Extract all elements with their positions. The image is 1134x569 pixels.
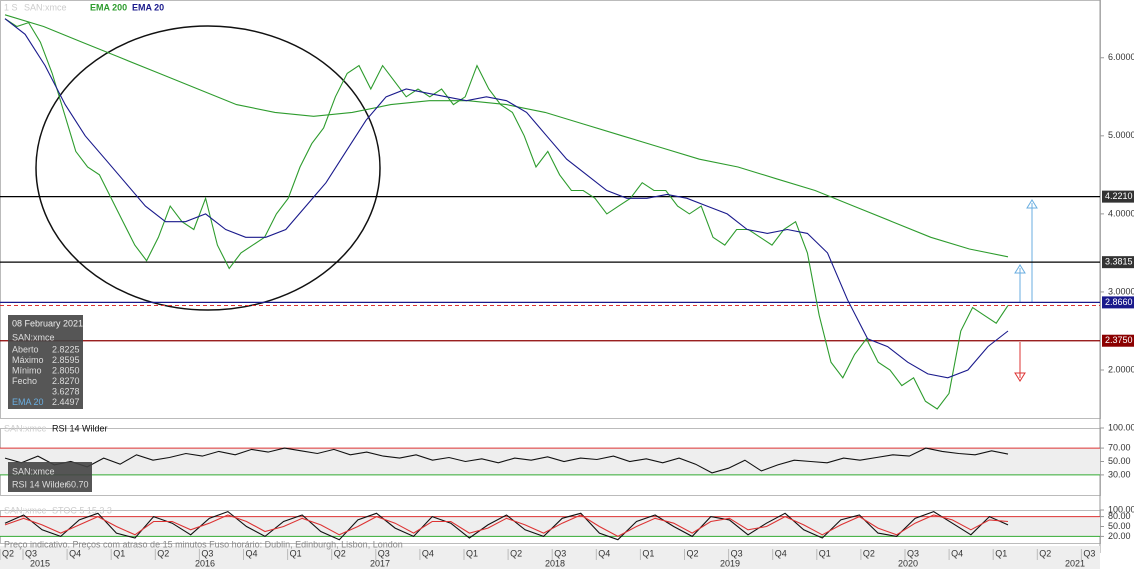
- info-name: SAN:xmce: [12, 332, 55, 342]
- series-line: [4, 18, 1009, 410]
- x-quarter: Q4: [598, 548, 610, 558]
- rsi-key: RSI 14 Wilder: [12, 479, 68, 489]
- y-tick-label: 3.0000: [1108, 286, 1134, 296]
- x-quarter: Q4: [69, 548, 81, 558]
- x-quarter: Q3: [25, 548, 37, 558]
- x-quarter: Q3: [1083, 548, 1095, 558]
- x-year: 2016: [195, 558, 215, 568]
- x-quarter: Q3: [907, 548, 919, 558]
- level-tag: [1102, 190, 1134, 203]
- x-quarter: Q3: [201, 548, 213, 558]
- info-bg: [8, 315, 83, 409]
- level-label: 2.8660: [1105, 297, 1133, 307]
- y-tick-label: 2.0000: [1108, 364, 1134, 374]
- drawn-circle: [35, 25, 381, 311]
- legend-ema20: EMA 20: [132, 2, 164, 12]
- y-tick-label: 6.0000: [1108, 52, 1134, 62]
- info-value: 2.8595: [52, 355, 80, 365]
- x-quarter: Q1: [642, 548, 654, 558]
- rsi-name: SAN:xmce: [12, 466, 55, 476]
- x-year: 2015: [30, 558, 50, 568]
- footer: Preço indicativo. Preços com atraso de 1…: [4, 539, 403, 549]
- y-tick-label: 30.00: [1108, 469, 1131, 479]
- x-quarter: Q4: [775, 548, 787, 558]
- panel-subtitle: STOC 5 15 3 3: [52, 505, 112, 515]
- x-axis-bg: [0, 546, 1100, 569]
- rsi-value: 60.70: [66, 479, 89, 489]
- x-quarter: Q2: [2, 548, 14, 558]
- y-tick-label: 70.00: [1108, 442, 1131, 452]
- x-quarter: Q1: [290, 548, 302, 558]
- y-tick-label: 50.00: [1108, 456, 1131, 466]
- band-fill: [0, 448, 1100, 475]
- series-line: [4, 18, 1009, 379]
- x-quarter: Q1: [819, 548, 831, 558]
- info-key: EMA 20: [12, 397, 44, 407]
- x-quarter: Q1: [113, 548, 125, 558]
- arrows: [1014, 199, 1038, 382]
- x-quarter: Q3: [378, 548, 390, 558]
- series-line: [4, 447, 1009, 474]
- y-tick-label: 5.0000: [1108, 130, 1134, 140]
- panel-subtitle: RSI 14 Wilder: [52, 423, 108, 433]
- y-tick-label: 4.0000: [1108, 208, 1134, 218]
- x-quarter: Q4: [246, 548, 258, 558]
- info-value: 3.6278: [52, 386, 80, 396]
- rsi-bg: [8, 462, 92, 492]
- legend-ema200: EMA 200: [90, 2, 127, 12]
- info-key: Máximo: [12, 355, 44, 365]
- level-tag: [1102, 256, 1134, 269]
- x-quarter: Q1: [466, 548, 478, 558]
- info-value: 2.4497: [52, 397, 80, 407]
- y-tick-label: 80.00: [1108, 511, 1131, 521]
- x-year: 2018: [545, 558, 565, 568]
- level-tag: [1102, 296, 1134, 309]
- x-year: 2020: [898, 558, 918, 568]
- level-label: 2.3750: [1105, 335, 1133, 345]
- ticker-prefix: 1 S: [4, 2, 18, 12]
- series-line: [4, 514, 1009, 538]
- band-fill: [0, 516, 1100, 537]
- level-label: 3.3815: [1105, 257, 1133, 267]
- info-value: 2.8050: [52, 365, 80, 375]
- info-key: Aberto: [12, 344, 39, 354]
- info-box: 08 February 2021 SAN:xmce Aberto 2.8225 Máxi…: [8, 315, 83, 409]
- x-quarter: Q2: [1039, 548, 1051, 558]
- info-key: Fecho: [12, 376, 37, 386]
- y-tick-label: 100.00: [1108, 422, 1134, 432]
- y-tick-label: 50.00: [1108, 521, 1131, 531]
- x-year: 2019: [720, 558, 740, 568]
- x-quarter: Q2: [863, 548, 875, 558]
- panel-title: SAN:xmce: [4, 423, 47, 433]
- x-quarter: Q3: [731, 548, 743, 558]
- x-quarter: Q2: [687, 548, 699, 558]
- x-quarter: Q2: [510, 548, 522, 558]
- x-year: 2017: [370, 558, 390, 568]
- chart-title: SAN:xmce: [24, 2, 67, 12]
- x-quarter: Q4: [951, 548, 963, 558]
- level-label: 4.2210: [1105, 191, 1133, 201]
- info-value: 2.8225: [52, 344, 80, 354]
- y-tick-label: 20.00: [1108, 531, 1131, 541]
- level-tag: [1102, 334, 1134, 347]
- x-quarter: Q1: [995, 548, 1007, 558]
- series-line: [4, 14, 1009, 258]
- x-quarter: Q4: [422, 548, 434, 558]
- panel-title: SAN:xmce: [4, 505, 47, 515]
- info-key: Mínimo: [12, 365, 42, 375]
- y-tick-label: 100.00: [1108, 504, 1134, 514]
- x-quarter: Q3: [554, 548, 566, 558]
- x-quarter: Q2: [334, 548, 346, 558]
- series-line: [4, 510, 1009, 541]
- x-quarter: Q2: [157, 548, 169, 558]
- info-date: 08 February 2021: [12, 318, 83, 328]
- info-value: 2.8270: [52, 376, 80, 386]
- x-year: 2021: [1065, 558, 1085, 568]
